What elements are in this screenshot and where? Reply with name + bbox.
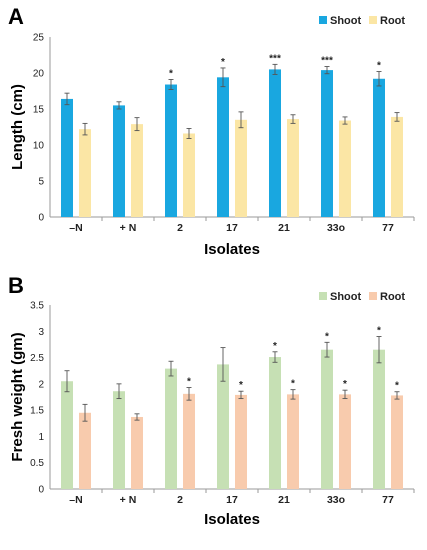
bar-root xyxy=(131,416,143,489)
significance-mark: * xyxy=(187,377,191,388)
x-tick-label: 17 xyxy=(226,494,238,506)
chart-panel-a: A 0 5 10 15 20 25 –N + N 2 * 17 * 21 *** 33o *** 77 * Lengt… xyxy=(8,4,415,258)
y-tick-label: 2 xyxy=(38,379,44,390)
x-axis-title: Isolates xyxy=(204,511,260,528)
x-tick-label: 77 xyxy=(382,494,394,506)
x-tick-label: 77 xyxy=(382,222,394,234)
bar-shoot xyxy=(113,105,125,217)
significance-mark: * xyxy=(325,331,329,342)
bar-root xyxy=(339,120,351,217)
significance-mark: * xyxy=(221,57,225,68)
significance-mark: * xyxy=(239,380,243,391)
y-axis-title: Length (cm) xyxy=(9,84,26,170)
bar-shoot xyxy=(269,357,281,489)
y-tick-label: 1.5 xyxy=(30,406,44,417)
y-axis-title: Fresh weight (gm) xyxy=(9,332,26,461)
bar-root xyxy=(391,395,403,489)
x-tick-label: 17 xyxy=(226,222,238,234)
x-tick-label: + N xyxy=(120,222,137,234)
x-tick-label: 33o xyxy=(327,222,345,234)
bar-shoot xyxy=(217,77,229,217)
y-tick-label: 10 xyxy=(33,141,45,152)
bar-shoot xyxy=(269,69,281,218)
significance-mark: * xyxy=(377,326,381,337)
significance-mark: * xyxy=(377,61,381,72)
significance-mark: * xyxy=(343,379,347,390)
significance-mark: * xyxy=(291,379,295,390)
y-tick-label: 1 xyxy=(38,432,44,443)
x-axis-title: Isolates xyxy=(204,241,260,258)
bar-root xyxy=(131,124,143,217)
x-tick-label: 21 xyxy=(278,494,290,506)
bar-root xyxy=(183,393,195,489)
x-tick-label: 33o xyxy=(327,494,345,506)
bar-shoot xyxy=(165,84,177,218)
y-tick-label: 0 xyxy=(38,485,44,496)
legend-swatch-shoot xyxy=(319,292,327,300)
bar-root xyxy=(287,119,299,217)
x-tick-label: –N xyxy=(69,494,82,506)
panel-label: B xyxy=(8,273,24,298)
y-tick-label: 20 xyxy=(33,69,45,80)
significance-mark: * xyxy=(169,68,173,79)
legend-swatch-shoot xyxy=(319,16,327,24)
y-tick-label: 15 xyxy=(33,105,45,116)
y-tick-label: 0.5 xyxy=(30,458,44,469)
x-tick-label: 2 xyxy=(177,222,183,234)
chart-panel-b: B 0 0.5 1 1.5 2 2.5 3 3.5 –N + N 2 * 17 * 21 * * 33o * * 77 * *… xyxy=(8,273,415,528)
significance-mark: * xyxy=(273,341,277,352)
legend-swatch-root xyxy=(369,292,377,300)
significance-mark: * xyxy=(395,381,399,392)
y-tick-label: 5 xyxy=(38,177,44,188)
bar-root xyxy=(287,394,299,489)
y-tick-label: 25 xyxy=(33,33,45,44)
bar-shoot xyxy=(61,381,73,489)
bar-shoot xyxy=(373,349,385,489)
y-tick-label: 3 xyxy=(38,327,44,338)
x-tick-label: 21 xyxy=(278,222,290,234)
bar-root xyxy=(79,412,91,489)
bar-root xyxy=(79,129,91,217)
panel-label: A xyxy=(8,4,24,29)
y-tick-label: 3.5 xyxy=(30,301,44,312)
bar-root xyxy=(391,116,403,217)
bar-shoot xyxy=(113,391,125,489)
bar-root xyxy=(339,394,351,489)
significance-mark: *** xyxy=(269,53,281,64)
legend-label-root: Root xyxy=(380,291,405,303)
legend-label-shoot: Shoot xyxy=(330,291,361,303)
legend-label-root: Root xyxy=(380,15,405,27)
bar-shoot xyxy=(373,78,385,217)
bar-shoot xyxy=(321,349,333,489)
x-tick-label: + N xyxy=(120,494,137,506)
legend-label-shoot: Shoot xyxy=(330,15,361,27)
bar-shoot xyxy=(61,98,73,217)
bar-shoot xyxy=(217,364,229,489)
significance-mark: *** xyxy=(321,56,333,67)
bar-root xyxy=(235,119,247,217)
x-tick-label: 2 xyxy=(177,494,183,506)
legend-swatch-root xyxy=(369,16,377,24)
bar-shoot xyxy=(165,368,177,489)
y-tick-label: 0 xyxy=(38,213,44,224)
bar-shoot xyxy=(321,70,333,218)
x-tick-label: –N xyxy=(69,222,82,234)
y-tick-label: 2.5 xyxy=(30,353,44,364)
bar-root xyxy=(183,133,195,217)
bar-root xyxy=(235,394,247,489)
